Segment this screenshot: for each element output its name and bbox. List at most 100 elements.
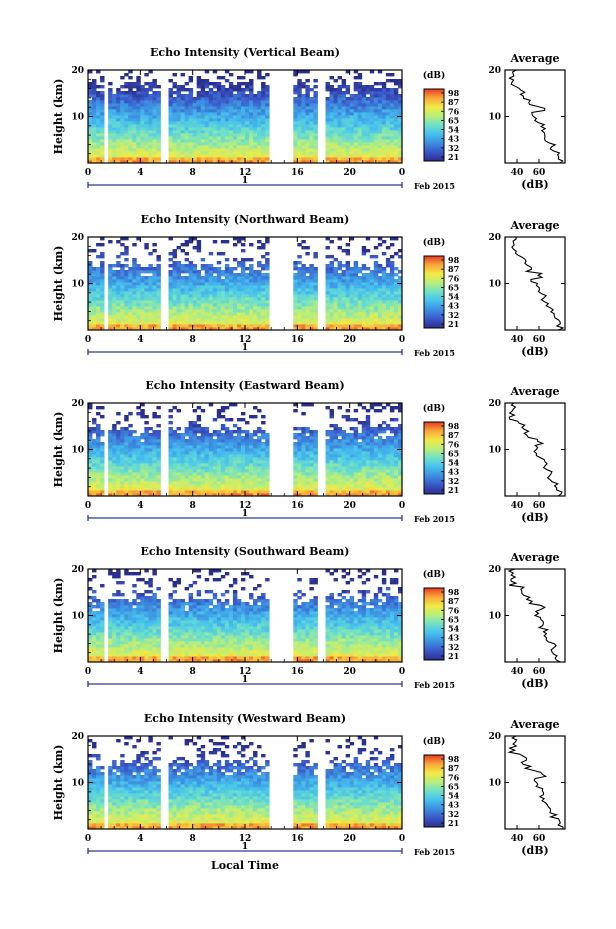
profile-x-tick-label: 60 (533, 834, 546, 844)
panel-3: Echo Intensity (Eastward Beam)1020Height… (52, 379, 566, 524)
x-tick-label: 4 (137, 335, 143, 345)
colorbar (423, 587, 445, 661)
y-tick-label: 10 (71, 779, 84, 789)
y-axis-label: Height (km) (52, 745, 65, 821)
profile-y-tick-label: 10 (488, 612, 501, 622)
profile-y-tick-label: 10 (488, 779, 501, 789)
profile-line (507, 568, 561, 663)
day-label: 1 (242, 176, 248, 186)
profile-title: Average (509, 718, 559, 731)
colorbar-tick-label: 32 (448, 809, 459, 819)
colorbar-tick-label: 43 (448, 301, 460, 311)
profile-y-tick-label: 10 (488, 280, 501, 290)
x-tick-label: 8 (190, 335, 196, 345)
colorbar-unit: (dB) (423, 403, 445, 414)
colorbar-tick-label: 98 (448, 421, 460, 431)
colorbar-unit: (dB) (423, 569, 445, 580)
colorbar-tick-label: 32 (448, 143, 459, 153)
profile-x-tick-label: 40 (511, 501, 524, 511)
x-tick-label: 12 (239, 501, 252, 511)
colorbar-tick-label: 98 (448, 587, 460, 597)
x-tick-label: 12 (239, 168, 252, 178)
profile-title: Average (509, 385, 559, 398)
panel-1: Echo Intensity (Vertical Beam)1020Height… (52, 46, 566, 191)
y-axis-label: Height (km) (52, 79, 65, 155)
date-label: Feb 2015 (414, 680, 455, 690)
panel-title: Echo Intensity (Northward Beam) (141, 213, 350, 226)
profile-x-tick-label: 40 (511, 667, 524, 677)
profile-x-tick-label: 60 (533, 335, 546, 345)
colorbar-tick-label: 21 (448, 485, 459, 495)
colorbar-tick-label: 98 (448, 754, 460, 764)
x-tick-label: 0 (399, 834, 405, 844)
panel-5: Echo Intensity (Westward Beam)1020Height… (52, 712, 566, 872)
colorbar-tick-label: 21 (448, 319, 459, 329)
colorbar-unit: (dB) (423, 736, 445, 747)
date-label: Feb 2015 (414, 514, 455, 524)
colorbar-tick-label: 43 (448, 800, 460, 810)
profile-frame (504, 402, 566, 497)
profile-frame (504, 236, 566, 331)
colorbar-tick-label: 76 (448, 273, 460, 283)
y-tick-label: 20 (71, 233, 84, 243)
date-label: Feb 2015 (414, 181, 455, 191)
profile-line (508, 402, 563, 497)
profile-title: Average (509, 219, 559, 232)
profile-y-tick-label: 20 (488, 399, 501, 409)
profile-x-tick-label: 40 (511, 335, 524, 345)
x-tick-label: 8 (190, 667, 196, 677)
heatmap (88, 403, 403, 497)
x-tick-label: 4 (137, 667, 143, 677)
profile-x-label: (dB) (521, 844, 548, 857)
y-axis-label: Height (km) (52, 412, 65, 488)
profile-x-label: (dB) (521, 511, 548, 524)
y-tick-label: 20 (71, 565, 84, 575)
y-tick-label: 20 (71, 732, 84, 742)
colorbar-tick-label: 32 (448, 310, 459, 320)
colorbar-tick-label: 54 (448, 125, 460, 135)
x-tick-label: 8 (190, 501, 196, 511)
panel-2: Echo Intensity (Northward Beam)1020Heigh… (52, 213, 566, 358)
colorbar-tick-label: 76 (448, 772, 460, 782)
colorbar-tick-label: 76 (448, 605, 460, 615)
x-tick-label: 0 (85, 667, 91, 677)
x-tick-label: 12 (239, 667, 252, 677)
panel-title: Echo Intensity (Vertical Beam) (150, 46, 340, 59)
x-tick-label: 20 (343, 501, 356, 511)
colorbar-tick-label: 65 (448, 115, 459, 125)
colorbar-tick-label: 54 (448, 624, 460, 634)
day-label: 1 (242, 842, 248, 852)
profile-title: Average (509, 551, 559, 564)
colorbar-tick-label: 87 (448, 596, 459, 606)
colorbar-tick-label: 65 (448, 448, 459, 458)
x-tick-label: 16 (291, 667, 304, 677)
x-tick-label: 0 (399, 501, 405, 511)
colorbar-tick-label: 21 (448, 651, 459, 661)
x-tick-label: 0 (399, 335, 405, 345)
colorbar-tick-label: 43 (448, 134, 460, 144)
x-tick-label: 4 (137, 501, 143, 511)
profile-line (511, 236, 565, 331)
x-axis-label: Local Time (211, 859, 279, 872)
profile-y-tick-label: 20 (488, 565, 501, 575)
x-tick-label: 4 (137, 168, 143, 178)
colorbar (423, 421, 445, 495)
date-label: Feb 2015 (414, 847, 455, 857)
colorbar-tick-label: 87 (448, 763, 459, 773)
colorbar-tick-label: 65 (448, 781, 459, 791)
x-tick-label: 12 (239, 834, 252, 844)
profile-x-label: (dB) (521, 345, 548, 358)
x-tick-label: 0 (85, 834, 91, 844)
profile-line (508, 69, 564, 164)
colorbar-tick-label: 87 (448, 264, 459, 274)
colorbar-unit: (dB) (423, 70, 445, 81)
colorbar-tick-label: 54 (448, 791, 460, 801)
y-tick-label: 10 (71, 446, 84, 456)
x-tick-label: 0 (85, 501, 91, 511)
profile-x-tick-label: 40 (511, 168, 524, 178)
profile-x-tick-label: 60 (533, 667, 546, 677)
heatmap (88, 736, 403, 830)
x-tick-label: 8 (190, 834, 196, 844)
profile-x-tick-label: 60 (533, 501, 546, 511)
profile-y-tick-label: 20 (488, 233, 501, 243)
